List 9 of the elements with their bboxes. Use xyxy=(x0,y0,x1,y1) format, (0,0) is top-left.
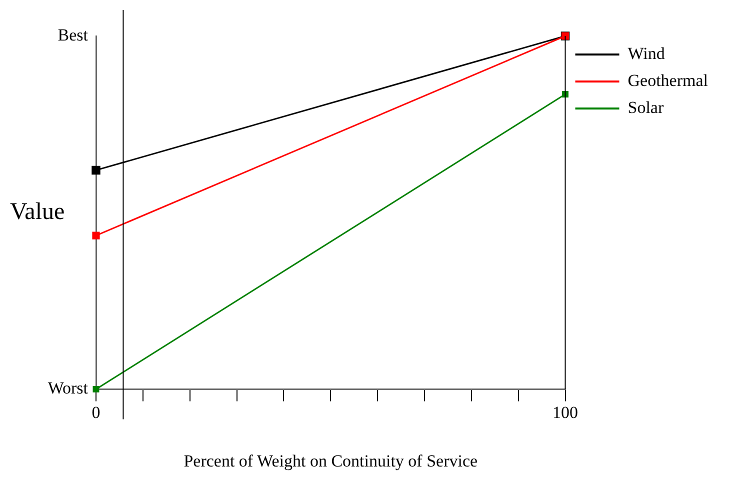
x-tick-label: 100 xyxy=(552,403,578,422)
text: Worst xyxy=(48,378,88,398)
y-axis-title: Value xyxy=(10,198,65,225)
x-tick-label: 0 xyxy=(92,403,100,422)
legend-label: Wind xyxy=(628,44,666,63)
x-axis-title: Percent of Weight on Continuity of Service xyxy=(184,451,478,470)
text: Best xyxy=(58,25,88,44)
legend-label: Solar xyxy=(628,98,664,117)
legend-label: Geothermal xyxy=(628,70,708,90)
